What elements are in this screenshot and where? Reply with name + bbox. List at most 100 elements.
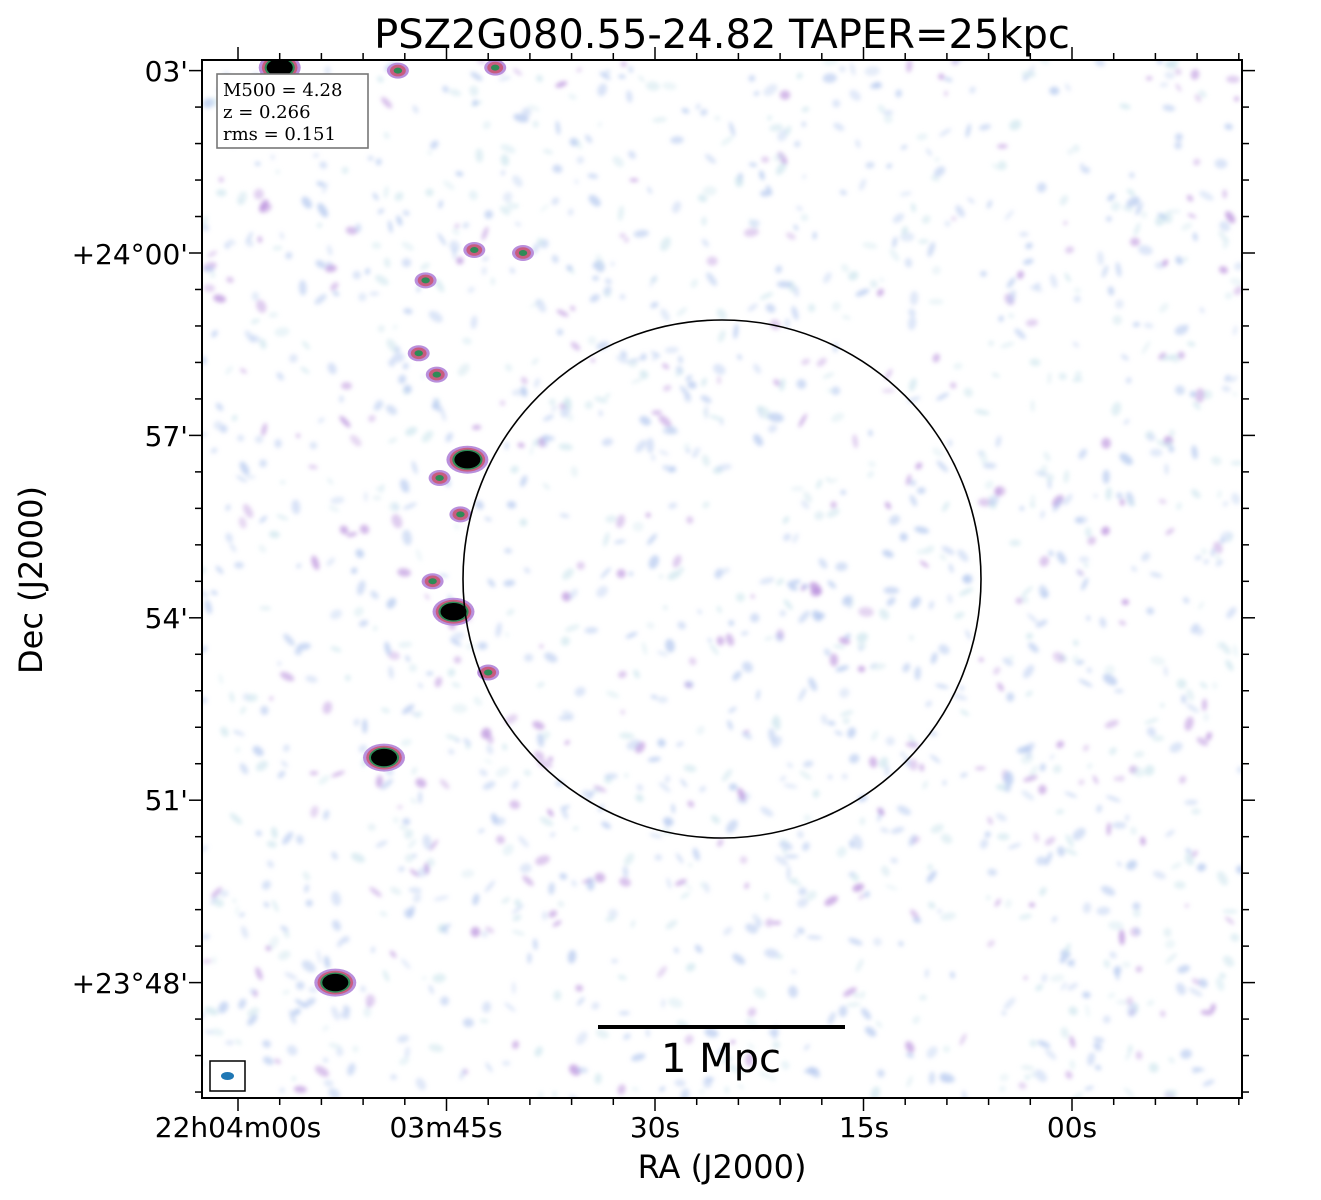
- noise-blob: [737, 1084, 744, 1089]
- noise-blob: [629, 178, 639, 182]
- noise-blob: [1150, 656, 1166, 666]
- noise-blob: [802, 760, 814, 768]
- noise-blob: [798, 413, 807, 428]
- noise-blob: [296, 834, 304, 845]
- noise-blob: [532, 720, 545, 730]
- noise-blob: [409, 868, 419, 877]
- noise-blob: [1052, 764, 1062, 774]
- noise-blob: [857, 794, 868, 803]
- noise-blob: [358, 744, 368, 753]
- noise-blob: [852, 883, 865, 892]
- noise-blob: [880, 827, 890, 834]
- noise-blob: [239, 763, 249, 775]
- noise-blob: [244, 330, 255, 343]
- noise-blob: [588, 194, 601, 207]
- noise-blob: [679, 385, 691, 398]
- noise-blob: [1194, 93, 1202, 103]
- noise-blob: [732, 953, 746, 965]
- noise-blob: [1035, 470, 1049, 477]
- noise-blob: [610, 261, 615, 267]
- noise-blob: [552, 164, 563, 174]
- noise-blob: [684, 681, 693, 689]
- noise-blob: [591, 262, 598, 269]
- noise-blob: [962, 1090, 968, 1098]
- noise-blob: [955, 205, 965, 218]
- noise-blob: [402, 363, 409, 370]
- noise-blob: [793, 224, 799, 231]
- noise-blob: [912, 1015, 921, 1025]
- noise-blob: [527, 104, 540, 112]
- noise-blob: [1035, 619, 1048, 628]
- noise-blob: [470, 926, 481, 937]
- noise-blob: [398, 374, 407, 384]
- noise-blob: [782, 516, 790, 524]
- noise-blob: [420, 262, 430, 271]
- noise-blob: [1144, 430, 1154, 438]
- noise-blob: [684, 1034, 694, 1045]
- noise-blob: [926, 870, 937, 883]
- noise-blob: [405, 426, 418, 436]
- noise-blob: [225, 504, 231, 511]
- noise-blob: [1106, 822, 1112, 836]
- noise-blob: [204, 1006, 219, 1016]
- noise-blob: [415, 1077, 427, 1091]
- noise-blob: [604, 773, 618, 780]
- source-contour: [456, 511, 465, 518]
- noise-blob: [1158, 352, 1167, 360]
- noise-blob: [445, 432, 453, 443]
- noise-blob: [402, 704, 415, 715]
- noise-blob: [792, 533, 799, 544]
- noise-blob: [947, 594, 953, 604]
- noise-blob: [1050, 974, 1065, 982]
- noise-blob: [883, 110, 894, 116]
- noise-blob: [505, 441, 509, 450]
- noise-blob: [623, 237, 630, 243]
- noise-blob: [1057, 846, 1065, 857]
- noise-blob: [665, 919, 678, 930]
- noise-blob: [949, 382, 957, 389]
- noise-blob: [548, 910, 558, 918]
- y-tick-label: +24°00': [72, 238, 188, 271]
- noise-blob: [202, 845, 209, 853]
- noise-blob: [759, 170, 765, 181]
- noise-blob: [1233, 96, 1240, 102]
- noise-blob: [1039, 763, 1046, 772]
- noise-blob: [404, 829, 414, 840]
- noise-blob: [849, 89, 861, 101]
- noise-blob: [430, 140, 439, 150]
- noise-blob: [560, 805, 569, 820]
- noise-blob: [662, 465, 677, 473]
- noise-blob: [1160, 703, 1165, 708]
- noise-blob: [649, 833, 663, 839]
- noise-blob: [965, 123, 971, 138]
- noise-blob: [1224, 374, 1232, 382]
- noise-blob: [401, 241, 415, 251]
- noise-blob: [696, 725, 705, 735]
- noise-blob: [783, 599, 793, 610]
- source-contour: [432, 371, 441, 378]
- noise-blob: [623, 1033, 631, 1040]
- noise-blob: [1164, 71, 1175, 80]
- noise-blob: [238, 516, 247, 529]
- noise-blob: [539, 644, 544, 649]
- noise-blob: [558, 403, 566, 410]
- noise-blob: [701, 377, 707, 387]
- noise-blob: [279, 671, 295, 682]
- noise-blob: [517, 442, 525, 448]
- noise-blob: [628, 150, 636, 160]
- noise-blob: [1141, 340, 1151, 355]
- noise-blob: [1016, 270, 1025, 280]
- noise-blob: [269, 696, 274, 701]
- noise-blob: [1049, 86, 1060, 96]
- noise-blob: [631, 1053, 646, 1062]
- noise-blob: [823, 648, 831, 657]
- noise-blob: [523, 769, 531, 776]
- noise-blob: [618, 74, 626, 79]
- noise-blob: [828, 478, 838, 484]
- noise-blob: [1156, 60, 1163, 65]
- noise-blob: [1184, 853, 1194, 866]
- noise-blob: [522, 875, 534, 886]
- noise-blob: [552, 1090, 557, 1098]
- noise-blob: [215, 402, 224, 412]
- noise-blob: [1114, 688, 1124, 694]
